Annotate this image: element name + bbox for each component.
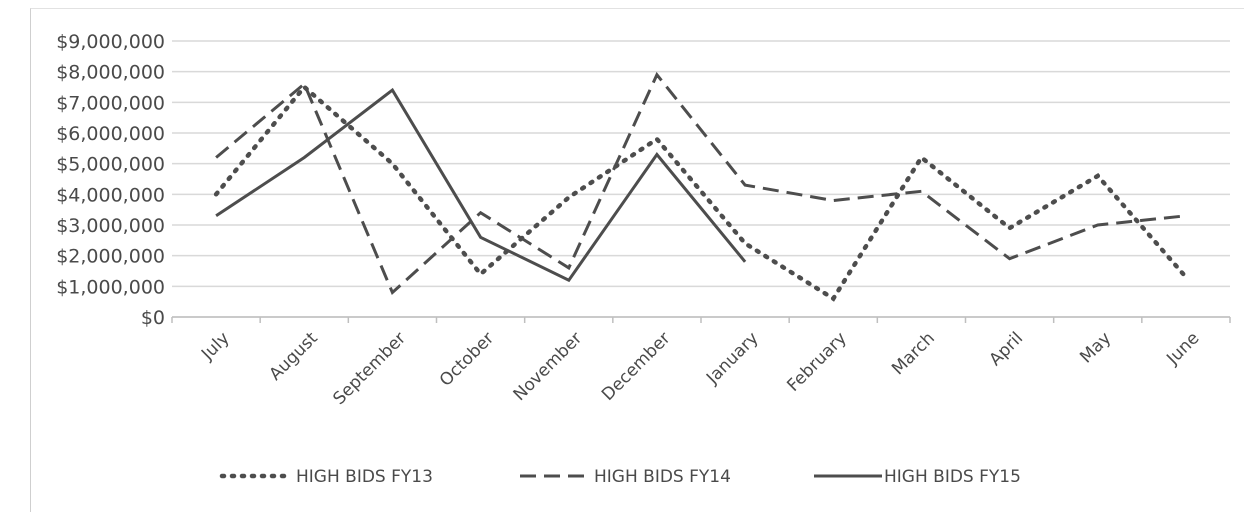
x-tick-label: August	[266, 328, 322, 384]
chart-frame	[30, 8, 1244, 512]
y-tick-label: $1,000,000	[56, 276, 165, 298]
x-tick-label: March	[888, 328, 939, 379]
x-tick-label: July	[197, 328, 233, 364]
legend-label-fy14: HIGH BIDS FY14	[594, 467, 731, 487]
series-line-fy14	[215, 71, 1187, 296]
x-tick-label: October	[436, 328, 498, 390]
x-tick-label: February	[783, 328, 850, 395]
y-tick-label: $9,000,000	[56, 31, 165, 53]
x-tick-label: January	[702, 328, 762, 388]
series-line-fy13	[213, 83, 1189, 302]
x-tick-label: December	[598, 328, 674, 404]
y-axis: $0 $1,000,000 $2,000,000 $3,000,000 $4,000,0…	[56, 31, 165, 329]
series-lines	[213, 71, 1189, 302]
legend-label-fy13: HIGH BIDS FY13	[296, 467, 433, 487]
y-tick-label: $6,000,000	[56, 123, 165, 145]
y-tick-label: $7,000,000	[56, 92, 165, 114]
y-tick-label: $0	[141, 307, 165, 329]
y-tick-label: $8,000,000	[56, 62, 165, 84]
x-tick-label: June	[1162, 328, 1203, 369]
y-tick-label: $5,000,000	[56, 154, 165, 176]
x-tick-label: April	[985, 328, 1027, 370]
gridlines	[172, 40, 1230, 318]
legend-label-fy15: HIGH BIDS FY15	[884, 467, 1021, 487]
y-tick-label: $4,000,000	[56, 184, 165, 206]
x-axis: July August September October November Decemb…	[171, 316, 1231, 409]
series-line-fy15	[215, 87, 747, 283]
y-tick-label: $3,000,000	[56, 215, 165, 237]
x-tick-label: November	[510, 328, 587, 405]
x-tick-label: May	[1076, 328, 1115, 367]
y-tick-label: $2,000,000	[56, 246, 165, 268]
legend: HIGH BIDS FY13 HIGH BIDS FY14 HIGH BIDS FY…	[219, 467, 1021, 487]
x-tick-label: September	[329, 328, 410, 409]
